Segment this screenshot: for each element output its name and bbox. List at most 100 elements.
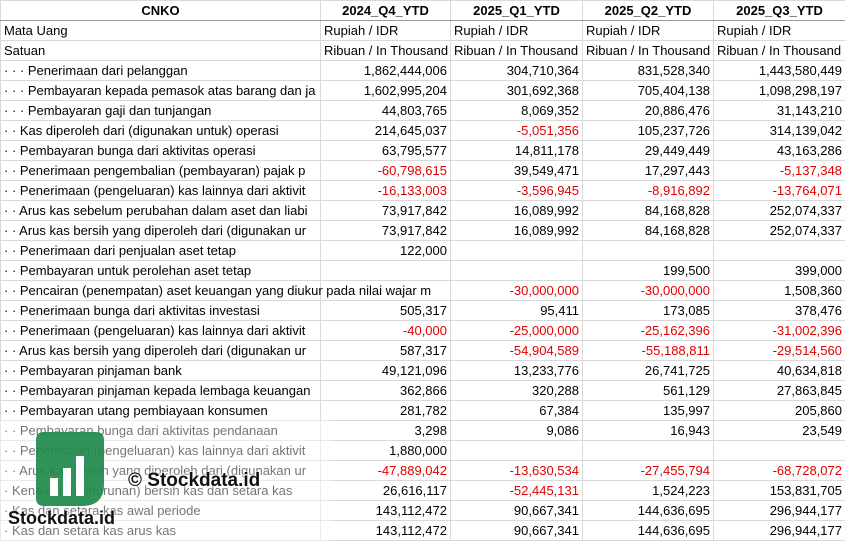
cell-value: -5,137,348 bbox=[713, 160, 845, 181]
cell-value: Rupiah / IDR bbox=[450, 20, 583, 41]
cell-value: -27,455,794 bbox=[582, 460, 714, 481]
row-label: · · Arus kas bersih yang diperoleh dari … bbox=[0, 340, 321, 361]
row: · · Arus kas sebelum perubahan dalam ase… bbox=[0, 200, 845, 221]
row: · · Penerimaan dari penjualan aset tetap… bbox=[0, 240, 845, 261]
row-label: · · Penerimaan pengembalian (pembayaran)… bbox=[0, 160, 321, 181]
cell-value: 40,634,818 bbox=[713, 360, 845, 381]
corner-header: CNKO bbox=[0, 0, 321, 21]
cell-value bbox=[713, 440, 845, 461]
row: · · Arus kas bersih yang diperoleh dari … bbox=[0, 460, 845, 481]
row-label: · Kas dan setara kas awal periode bbox=[0, 500, 321, 521]
cell-value: 143,112,472 bbox=[320, 500, 451, 521]
cell-value: 16,089,992 bbox=[450, 220, 583, 241]
cell-value: 23,549 bbox=[713, 420, 845, 441]
cell-value: 84,168,828 bbox=[582, 200, 714, 221]
cell-value: 153,831,705 bbox=[713, 480, 845, 501]
cell-value: -60,798,615 bbox=[320, 160, 451, 181]
cell-value: 173,085 bbox=[582, 300, 714, 321]
cell-value: 199,500 bbox=[582, 260, 714, 281]
row-label: · · Penerimaan (pengeluaran) kas lainnya… bbox=[0, 320, 321, 341]
cell-value: 1,524,223 bbox=[582, 480, 714, 501]
cell-value bbox=[450, 240, 583, 261]
cell-value: 17,297,443 bbox=[582, 160, 714, 181]
cell-value: 144,636,695 bbox=[582, 500, 714, 521]
row: · · Penerimaan (pengeluaran) kas lainnya… bbox=[0, 440, 845, 461]
cell-value: 43,163,286 bbox=[713, 140, 845, 161]
row: · · · Pembayaran gaji dan tunjangan 44,80… bbox=[0, 100, 845, 121]
row-label: Satuan bbox=[0, 40, 321, 61]
cell-value: -52,445,131 bbox=[450, 480, 583, 501]
table-body: Mata Uang Rupiah / IDR Rupiah / IDR Rupiah … bbox=[0, 20, 845, 541]
cell-value bbox=[582, 240, 714, 261]
cell-value: -29,514,560 bbox=[713, 340, 845, 361]
cell-value: Ribuan / In Thousand bbox=[713, 40, 845, 61]
cell-value: -30,000,000 bbox=[582, 280, 714, 301]
row-label: · · Pencairan (penempatan) aset keuangan… bbox=[0, 280, 431, 301]
cell-value: 8,069,352 bbox=[450, 100, 583, 121]
cell-value: 73,917,842 bbox=[320, 220, 451, 241]
cell-value: 705,404,138 bbox=[582, 80, 714, 101]
row: · Kas dan setara kas awal periode 143,112… bbox=[0, 500, 845, 521]
row-label: · · Pembayaran pinjaman kepada lembaga k… bbox=[0, 380, 321, 401]
cell-value: 205,860 bbox=[713, 400, 845, 421]
cell-value: 831,528,340 bbox=[582, 60, 714, 81]
row: · Kas dan setara kas arus kas 143,112,472… bbox=[0, 520, 845, 541]
cell-value: 214,645,037 bbox=[320, 120, 451, 141]
cell-value: 296,944,177 bbox=[713, 520, 845, 541]
cell-value: -31,002,396 bbox=[713, 320, 845, 341]
cell-value: 281,782 bbox=[320, 400, 451, 421]
cell-value: -54,904,589 bbox=[450, 340, 583, 361]
cell-value: 1,602,995,204 bbox=[320, 80, 451, 101]
row: · · Kas diperoleh dari (digunakan untuk)… bbox=[0, 120, 845, 141]
cell-value: -13,764,071 bbox=[713, 180, 845, 201]
row-label: · · Pembayaran untuk perolehan aset teta… bbox=[0, 260, 321, 281]
cell-value: -25,162,396 bbox=[582, 320, 714, 341]
cell-value: 505,317 bbox=[320, 300, 451, 321]
column-header: 2025_Q3_YTD bbox=[713, 0, 845, 21]
cell-value: 13,233,776 bbox=[450, 360, 583, 381]
cell-value: 105,237,726 bbox=[582, 120, 714, 141]
row-label: · · Arus kas bersih yang diperoleh dari … bbox=[0, 460, 321, 481]
cell-value: 399,000 bbox=[713, 260, 845, 281]
row-label: · Kenaikan (penurunan) bersih kas dan se… bbox=[0, 480, 321, 501]
cell-value: 3,298 bbox=[320, 420, 451, 441]
cell-value: Rupiah / IDR bbox=[582, 20, 714, 41]
cell-value: 296,944,177 bbox=[713, 500, 845, 521]
row-label: · · Penerimaan (pengeluaran) kas lainnya… bbox=[0, 440, 321, 461]
cell-value: 1,880,000 bbox=[320, 440, 451, 461]
row: · · Penerimaan (pengeluaran) kas lainnya… bbox=[0, 320, 845, 341]
row: · · Pembayaran pinjaman bank 49,121,096 13… bbox=[0, 360, 845, 381]
row-label: · · Arus kas bersih yang diperoleh dari … bbox=[0, 220, 321, 241]
cell-value: -47,889,042 bbox=[320, 460, 451, 481]
cell-value: -16,133,003 bbox=[320, 180, 451, 201]
cell-value: 143,112,472 bbox=[320, 520, 451, 541]
column-header: 2024_Q4_YTD bbox=[320, 0, 451, 21]
cell-value: 1,443,580,449 bbox=[713, 60, 845, 81]
cell-value: 27,863,845 bbox=[713, 380, 845, 401]
row: · · Penerimaan bunga dari aktivitas inve… bbox=[0, 300, 845, 321]
cell-value: 29,449,449 bbox=[582, 140, 714, 161]
cell-value: 144,636,695 bbox=[582, 520, 714, 541]
row: · · Pembayaran untuk perolehan aset teta… bbox=[0, 260, 845, 281]
cell-value: 378,476 bbox=[713, 300, 845, 321]
row: · · Pembayaran utang pembiayaan konsumen… bbox=[0, 400, 845, 421]
row: · · Pembayaran bunga dari aktivitas oper… bbox=[0, 140, 845, 161]
cell-value: 39,549,471 bbox=[450, 160, 583, 181]
column-header: 2025_Q2_YTD bbox=[582, 0, 714, 21]
cell-value: 31,143,210 bbox=[713, 100, 845, 121]
cell-value: 16,943 bbox=[582, 420, 714, 441]
row-label: · · Kas diperoleh dari (digunakan untuk)… bbox=[0, 120, 321, 141]
row-label: · · Penerimaan dari penjualan aset tetap bbox=[0, 240, 321, 261]
cell-value: Rupiah / IDR bbox=[320, 20, 451, 41]
cell-value: 20,886,476 bbox=[582, 100, 714, 121]
row: · · Pembayaran pinjaman kepada lembaga k… bbox=[0, 380, 845, 401]
cell-value: Ribuan / In Thousand bbox=[320, 40, 451, 61]
row-label: · Kas dan setara kas arus kas bbox=[0, 520, 321, 541]
row: · · · Pembayaran kepada pemasok atas bar… bbox=[0, 80, 845, 101]
cell-value bbox=[450, 260, 583, 281]
cell-value: 95,411 bbox=[450, 300, 583, 321]
row-label: · · Pembayaran bunga dari aktivitas pend… bbox=[0, 420, 321, 441]
cell-value: 561,129 bbox=[582, 380, 714, 401]
